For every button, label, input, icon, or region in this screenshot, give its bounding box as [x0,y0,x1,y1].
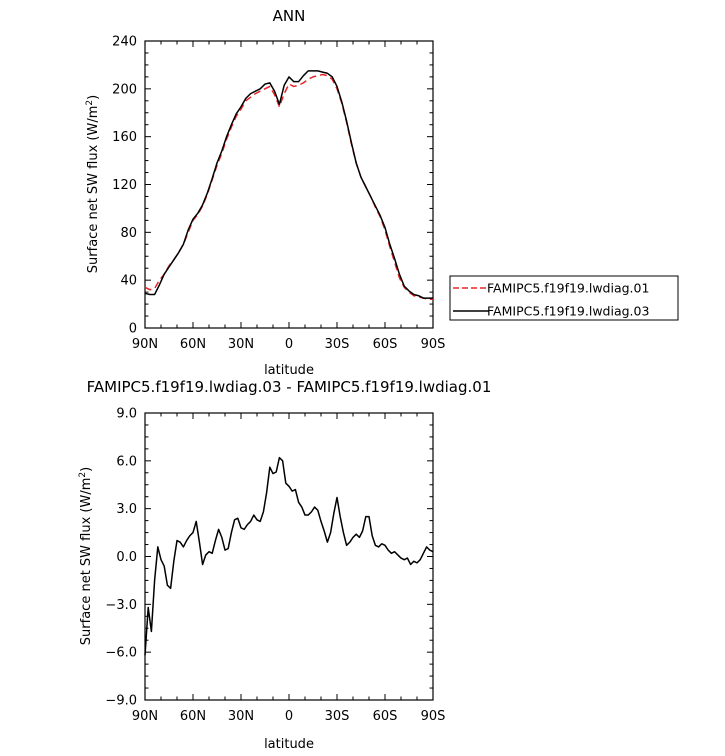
x-tick-label: 60S [373,709,398,724]
y-tick-label: 0.0 [116,550,137,565]
y-tick-label: 200 [112,82,137,97]
x-tick-label: 90S [421,709,446,724]
series-line-2 [144,70,433,299]
series-line-1 [144,456,434,656]
x-tick-label: 0 [285,337,293,352]
y-axis-label-superscript: 2 [78,472,88,478]
x-tick-label: 30N [228,709,254,724]
plot-frame [144,412,434,701]
x-tick-label: 90N [132,337,158,352]
y-axis-label-text: Surface net SW flux (W/m [86,106,101,274]
y-axis-label-text: Surface net SW flux (W/m [79,478,94,646]
legend-frame [449,275,679,321]
y-tick-label: −3.0 [105,598,137,613]
x-tick-label: 60S [373,337,398,352]
plot-frame [144,40,434,329]
plot-area: 90N 60N 30N 0 30S 60S 90S 9.0 6.0 3.0 0.0 −3.0 −6.0 −… [105,407,445,725]
y-tick-label: 3.0 [116,502,137,517]
chart-title: FAMIPC5.f19f19.lwdiag.03 - FAMIPC5.f19f1… [87,378,492,396]
y-tick-label: 240 [112,35,137,50]
legend-label-series-1: FAMIPC5.f19f19.lwdiag.01 [487,281,649,296]
chart-top: ANN 90N 60N 30N 0 30S 60S 90S 0 40 80 120 160 200 240… [85,7,679,378]
y-axis-label-close: ) [86,95,101,100]
y-tick-label: 80 [120,226,137,241]
x-tick-label: 0 [285,709,293,724]
y-axis-label-close: ) [79,467,94,472]
chart-title: ANN [273,7,306,25]
y-axis-label: Surface net SW flux (W/m2) [85,95,101,273]
x-tick-label: 90S [421,337,446,352]
x-tick-label: 60N [180,709,206,724]
y-axis-label-superscript: 2 [85,100,95,106]
x-axis-label: latitude [264,363,314,378]
y-tick-label: −9.0 [105,694,137,709]
y-tick-label: 9.0 [116,407,137,422]
chart-bottom: FAMIPC5.f19f19.lwdiag.03 - FAMIPC5.f19f1… [78,378,491,752]
y-axis-label: Surface net SW flux (W/m2) [78,467,94,645]
x-tick-label: 30N [228,337,254,352]
series-line-1 [144,73,433,301]
y-tick-label: 6.0 [116,454,137,469]
x-tick-label: 90N [132,709,158,724]
x-axis-label: latitude [264,737,314,752]
y-tick-label: 40 [120,274,137,289]
x-tick-label: 30S [325,709,350,724]
y-tick-label: 120 [112,178,137,193]
plot-area: 90N 60N 30N 0 30S 60S 90S 0 40 80 120 160 200 240 [112,35,445,353]
legend-label-series-2: FAMIPC5.f19f19.lwdiag.03 [487,304,649,319]
legend: FAMIPC5.f19f19.lwdiag.01 FAMIPC5.f19f19.… [449,275,679,321]
y-tick-label: 160 [112,130,137,145]
x-tick-label: 60N [180,337,206,352]
y-tick-label: −6.0 [105,646,137,661]
y-tick-label: 0 [129,322,137,337]
x-tick-label: 30S [325,337,350,352]
